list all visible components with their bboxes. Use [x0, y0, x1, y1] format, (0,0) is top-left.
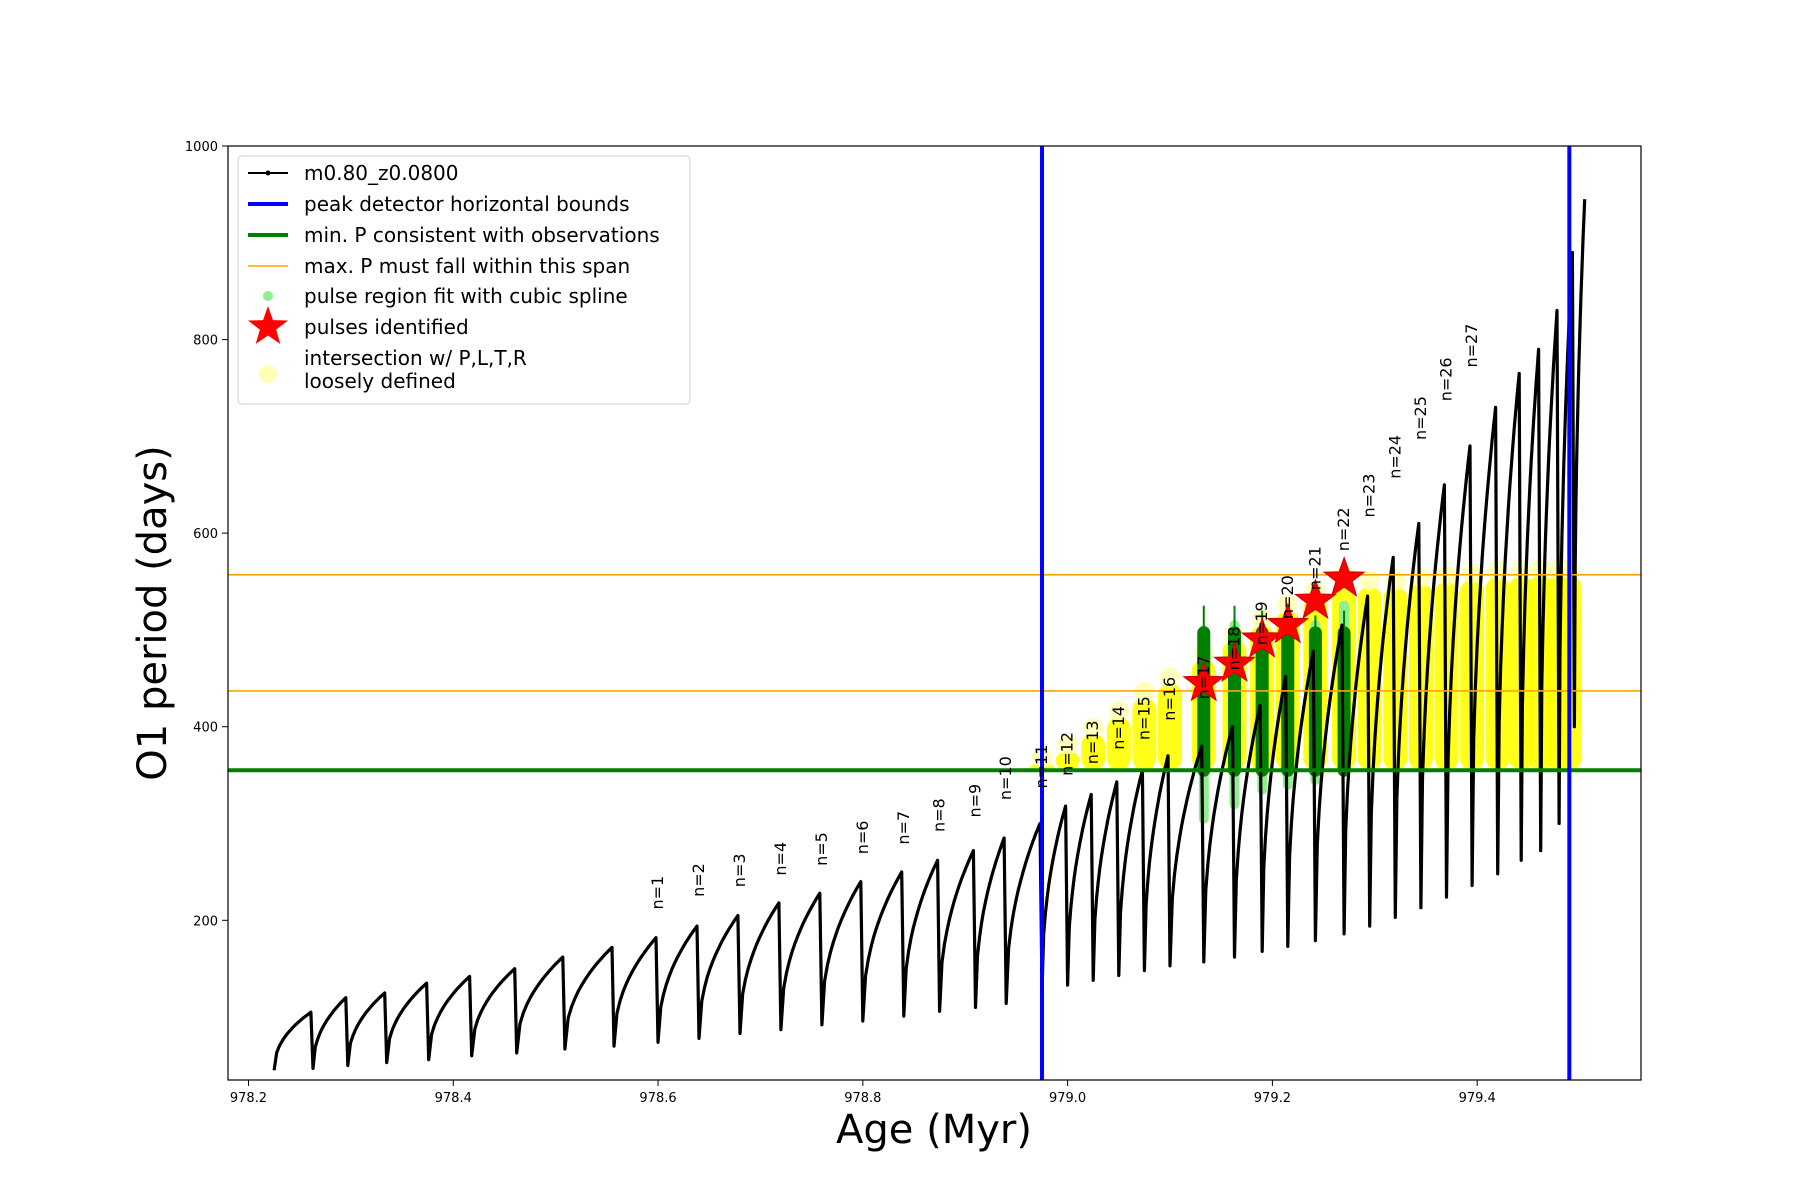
- legend-label-pulses: pulses identified: [304, 315, 469, 339]
- pulse-label: n=11: [1032, 745, 1051, 789]
- pulse-label: n=18: [1225, 626, 1244, 670]
- pulse-label: n=19: [1252, 601, 1271, 645]
- pulse-label: n=10: [996, 756, 1015, 800]
- axes-frame: [227, 145, 1642, 1081]
- pulse-label: n=7: [894, 811, 913, 845]
- pulse-label: n=6: [853, 821, 872, 855]
- pulse-label: n=14: [1109, 706, 1128, 750]
- track-line: [272, 199, 1587, 1071]
- x-tick-label: 978.4: [435, 1091, 472, 1106]
- pulse-label: n=26: [1437, 357, 1456, 401]
- axis-ticks: 978.2 978.4 978.6 978.8 979.0 979.2 979.4 200 40…: [185, 140, 1496, 1106]
- x-axis-title: Age (Myr): [836, 1107, 1032, 1153]
- legend-swatch-spline: [263, 291, 273, 301]
- intersection-point: [1108, 701, 1129, 721]
- y-tick-label: 1000: [185, 140, 218, 155]
- pulse-label: n=22: [1334, 507, 1353, 551]
- intersection-point: [1057, 734, 1078, 755]
- intersection-point: [1083, 717, 1104, 738]
- pulse-label: n=25: [1411, 396, 1430, 440]
- legend-swatch-intersection: [259, 365, 277, 383]
- intersection-band: [1106, 717, 1131, 771]
- pulse-label: n=3: [730, 853, 749, 887]
- pulse-label: n=5: [812, 832, 831, 866]
- x-tick-label: 978.8: [844, 1091, 881, 1106]
- intersection-point: [1160, 667, 1180, 688]
- legend-label-bounds: peak detector horizontal bounds: [304, 192, 630, 216]
- intersection-band: [1055, 750, 1080, 771]
- y-tick-label: 400: [193, 721, 218, 736]
- x-tick-label: 979.2: [1254, 1091, 1291, 1106]
- pulse-label: n=8: [930, 798, 949, 832]
- pulse-label: n=15: [1134, 696, 1153, 740]
- y-axis-title: O1 period (days): [130, 445, 176, 780]
- legend-label-intersection: intersection w/ P,L,T,R: [304, 346, 527, 370]
- pulse-label: n=1: [648, 876, 667, 910]
- pulse-label: n=23: [1360, 474, 1379, 518]
- pulse-label: n=27: [1462, 324, 1481, 368]
- pulse-label: n=21: [1305, 546, 1324, 590]
- intersection-band: [1158, 683, 1182, 771]
- legend-label-spline: pulse region fit with cubic spline: [304, 284, 628, 308]
- legend-label-track: m0.80_z0.0800: [304, 161, 459, 185]
- plot-inner: n=1 n=2 n=3 n=4 n=5 n=6 n=7 n=8 n=9 n=10 n=11 n=12 n…: [228, 146, 1641, 1080]
- intersection-point: [1410, 567, 1431, 588]
- x-tick-label: 978.2: [230, 1091, 267, 1106]
- pulse-star: [1293, 578, 1337, 620]
- legend-label-intersection-line2: loosely defined: [304, 369, 456, 393]
- pulse-label: n=9: [966, 784, 985, 818]
- pulse-label: n=4: [771, 842, 790, 876]
- x-tick-label: 978.6: [639, 1091, 676, 1106]
- legend-box: [237, 155, 691, 405]
- y-tick-label: 800: [193, 334, 218, 349]
- pulse-star: [1182, 660, 1226, 702]
- intersection-band: [1081, 733, 1106, 771]
- pulse-star: [1322, 556, 1366, 597]
- pulse-label: n=2: [689, 863, 708, 897]
- legend-label-maxp: max. P must fall within this span: [304, 254, 630, 278]
- y-tick-label: 600: [193, 527, 218, 542]
- pulse-label: n=16: [1160, 677, 1179, 721]
- x-tick-label: 979.4: [1459, 1091, 1496, 1106]
- pulse-star: [1240, 617, 1284, 658]
- intersection-band: [1132, 697, 1157, 771]
- x-tick-label: 979.0: [1049, 1091, 1086, 1106]
- pulse-label: n=12: [1058, 732, 1077, 776]
- y-tick-label: 200: [193, 914, 218, 929]
- legend-label-minp: min. P consistent with observations: [304, 223, 660, 247]
- pulse-label: n=20: [1278, 575, 1297, 619]
- plot-area: n=1 n=2 n=3 n=4 n=5 n=6 n=7 n=8 n=9 n=10 n=11 n=12 n…: [228, 146, 1641, 1080]
- legend-swatch-star: [248, 306, 288, 344]
- pulse-label: n=17: [1194, 655, 1213, 699]
- pulse-label: n=13: [1083, 720, 1102, 764]
- pulse-label: n=24: [1385, 435, 1404, 479]
- legend-marker-track: [265, 170, 271, 176]
